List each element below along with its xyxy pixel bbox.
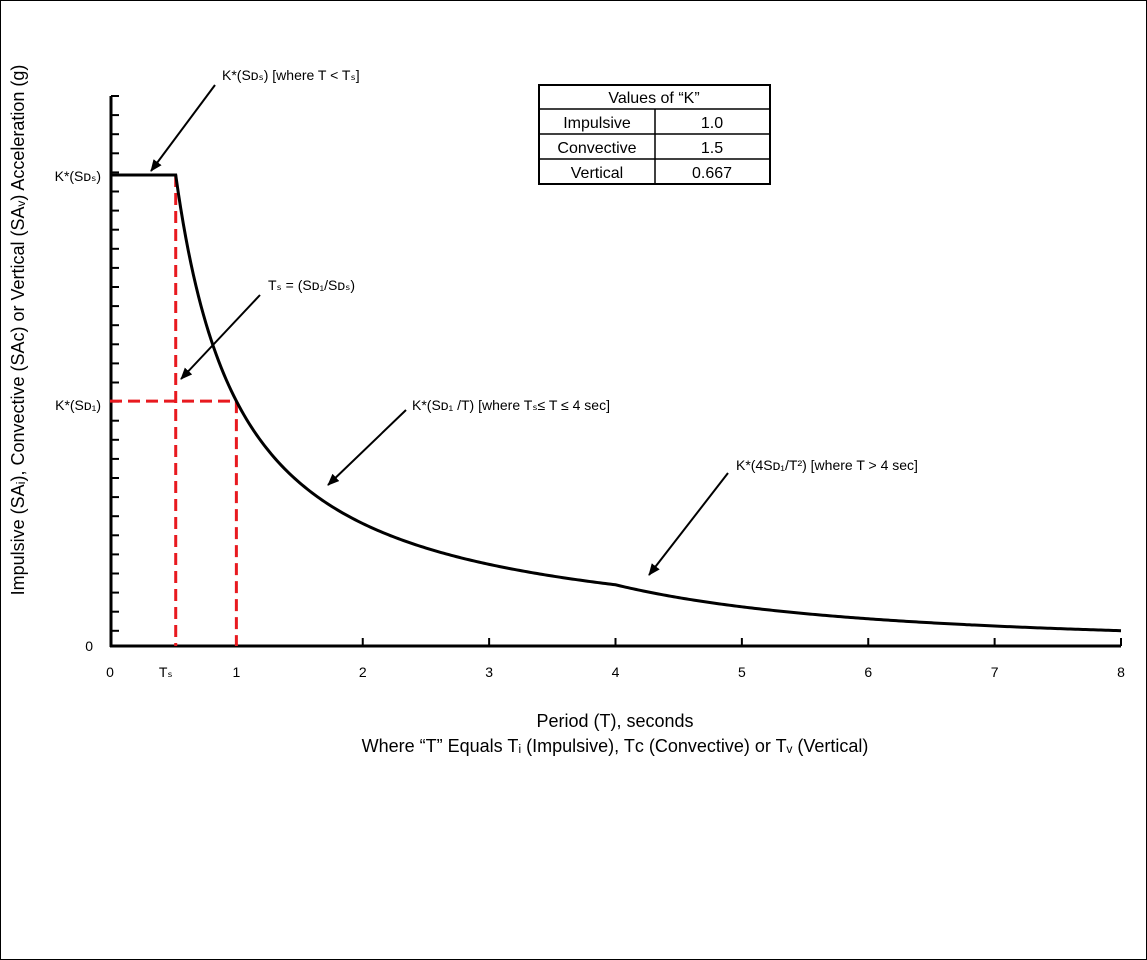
annotation-arrow-2 [180,294,261,380]
x-tick-label: 8 [1117,664,1125,680]
x-tick-label: 7 [991,664,999,680]
annotation-ts: Tₛ = (Sᴅ₁/Sᴅₛ) [268,277,355,293]
k-table-row-label: Vertical [571,165,623,182]
x-axis-subtitle: Where “T” Equals Tᵢ (Impulsive), Tᴄ (Con… [362,736,869,756]
annotation-long-period: K*(4Sᴅ₁/T²) [where T > 4 sec] [736,457,918,473]
x-tick-labels: 0 1 2 3 4 5 6 7 8 [106,664,1125,680]
k-table-row-value: 1.0 [701,115,723,132]
y-tick-label-zero: 0 [85,638,93,654]
k-values-table: Values of “K” Impulsive 1.0 Convective 1… [538,84,771,185]
x-tick-label: 4 [612,664,620,680]
annotation-sd1-over-t: K*(Sᴅ₁ /T) [where Tₛ≤ T ≤ 4 sec] [412,397,610,413]
annotation-arrow-3 [327,409,407,486]
x-tick-label-ts: Tₛ [159,664,173,680]
x-tick-label: 0 [106,664,114,680]
k-table-row-value: 1.5 [701,140,723,157]
annotation-arrow-1 [150,84,216,172]
x-tick-label: 2 [359,664,367,680]
x-tick-label: 6 [864,664,872,680]
x-tick-label: 5 [738,664,746,680]
x-tick-label: 1 [232,664,240,680]
k-table-header: Values of “K” [608,90,699,107]
x-axis-title: Period (T), seconds [536,711,693,731]
y-tick-label-sd1: K*(Sᴅ₁) [55,397,101,413]
x-tick-label: 3 [485,664,493,680]
y-tick-label-sds: K*(Sᴅₛ) [55,168,101,184]
k-table-row-label: Impulsive [563,115,631,132]
spectrum-curve [110,173,1122,633]
annotation-sds: K*(Sᴅₛ) [where T < Tₛ] [222,67,360,83]
k-table-row-label: Convective [557,140,636,157]
x-axis-ticks [235,638,1122,646]
annotation-arrow-4 [648,472,729,576]
y-axis-title: Impulsive (SAᵢ), Convective (SAᴄ) or Ver… [8,65,28,596]
k-table-row-value: 0.667 [692,165,732,182]
